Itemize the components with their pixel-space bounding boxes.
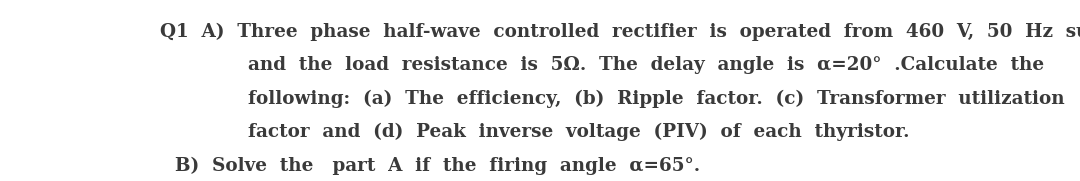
Text: B)  Solve  the   part  A  if  the  firing  angle  α=65°.: B) Solve the part A if the firing angle … xyxy=(175,157,700,175)
Text: Q1  A)  Three  phase  half-wave  controlled  rectifier  is  operated  from  460 : Q1 A) Three phase half-wave controlled r… xyxy=(160,23,1080,41)
Text: following:  (a)  The  efficiency,  (b)  Ripple  factor.  (c)  Transformer  utili: following: (a) The efficiency, (b) Rippl… xyxy=(248,90,1065,108)
Text: and  the  load  resistance  is  5Ω.  The  delay  angle  is  α=20°  .Calculate  t: and the load resistance is 5Ω. The delay… xyxy=(248,56,1044,74)
Text: factor  and  (d)  Peak  inverse  voltage  (PIV)  of  each  thyristor.: factor and (d) Peak inverse voltage (PIV… xyxy=(248,123,909,141)
